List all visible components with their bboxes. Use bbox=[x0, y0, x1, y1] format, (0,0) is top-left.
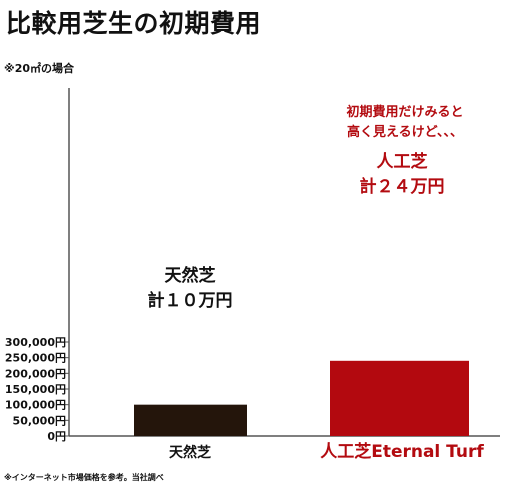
bar-annotation-natural-total: 計１０万円 bbox=[147, 291, 233, 311]
bar-annotation-natural-name: 天然芝 bbox=[164, 266, 216, 286]
y-tick-label: 200,000円 bbox=[5, 367, 66, 380]
callout-annotation: 初期費用だけみると 高く見えるけど、、、 bbox=[300, 103, 510, 143]
chart-note: ※20㎡の場合 bbox=[4, 62, 75, 75]
callout-line-1: 初期費用だけみると bbox=[346, 105, 464, 120]
x-category-artificial: 人工芝Eternal Turf bbox=[320, 441, 484, 462]
y-tick-label: 250,000円 bbox=[5, 352, 66, 365]
bar-natural-turf bbox=[134, 404, 247, 436]
y-tick-label: 100,000円 bbox=[5, 399, 66, 412]
x-category-natural: 天然芝 bbox=[169, 444, 211, 461]
y-tick-label: 150,000円 bbox=[5, 383, 66, 396]
y-tick-label: 0円 bbox=[47, 430, 66, 443]
bar-annotation-artificial-total: 計２４万円 bbox=[359, 177, 445, 197]
bar-annotation-natural: 天然芝 計１０万円 bbox=[130, 264, 250, 314]
bar-artificial-turf bbox=[330, 360, 469, 436]
footer-note: ※インターネット市場価格を参考。当社調べ bbox=[4, 473, 164, 482]
y-tick-label: 300,000円 bbox=[5, 336, 66, 349]
bar-annotation-artificial-name: 人工芝 bbox=[376, 152, 428, 172]
y-tick-label: 50,000円 bbox=[13, 414, 66, 427]
bar-annotation-artificial: 人工芝 計２４万円 bbox=[312, 150, 492, 200]
callout-line-2: 高く見えるけど、、、 bbox=[347, 125, 463, 140]
page-title: 比較用芝生の初期費用 bbox=[6, 9, 262, 38]
